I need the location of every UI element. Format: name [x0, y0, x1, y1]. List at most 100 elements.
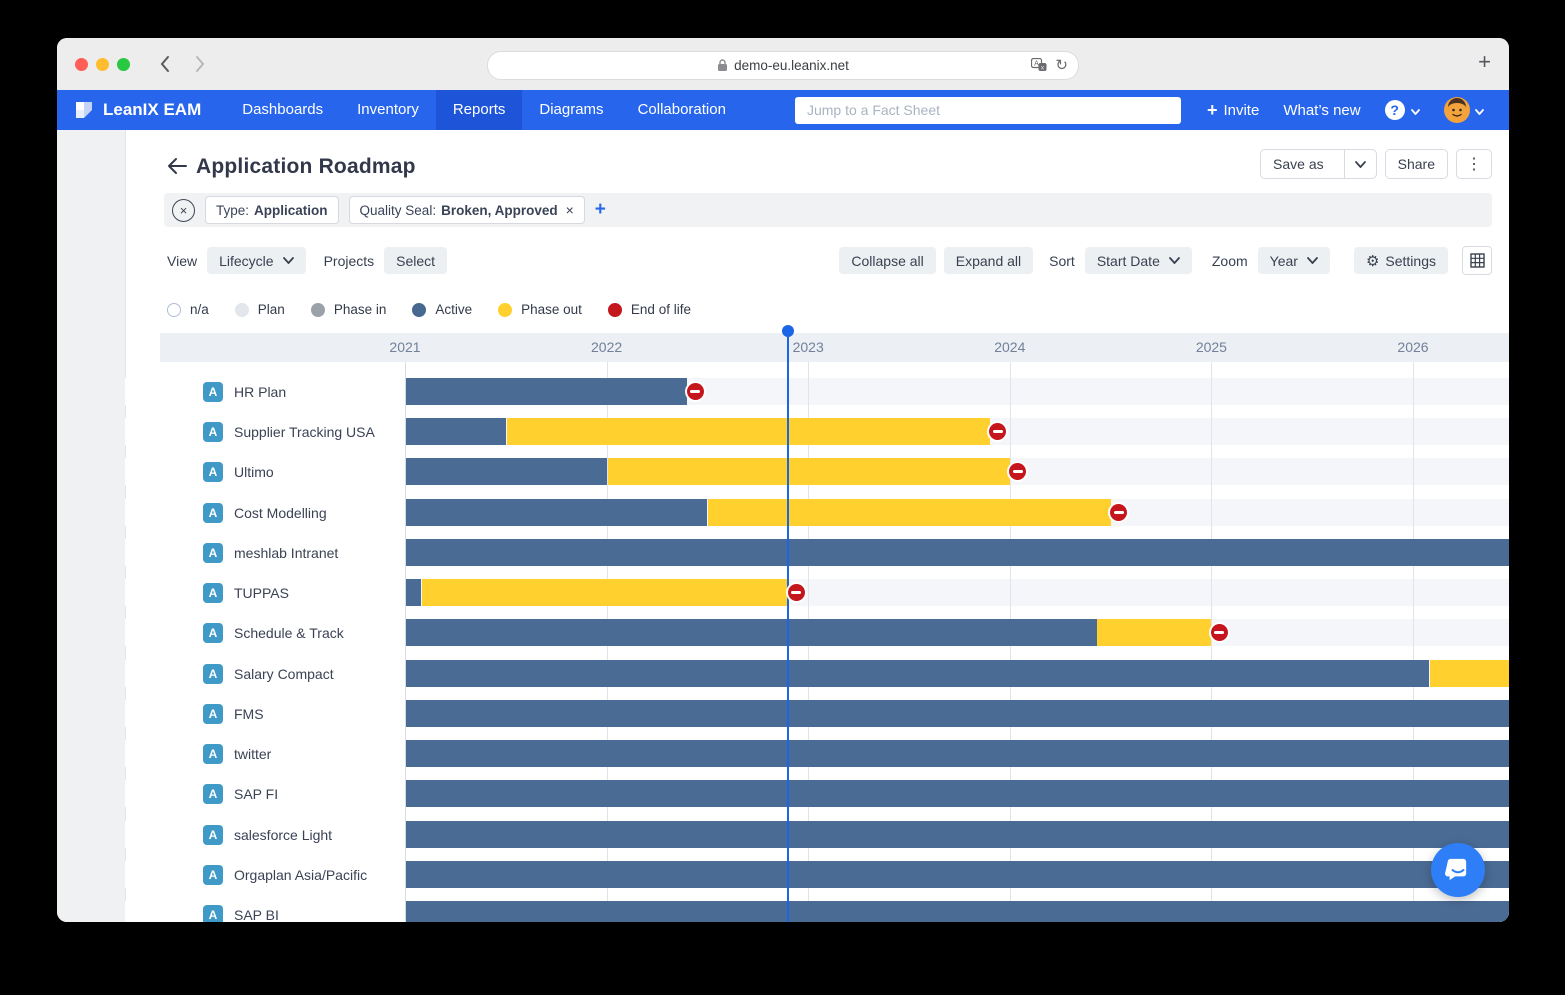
chip-name: Quality Seal: [359, 202, 437, 218]
remove-filter-icon[interactable]: × [565, 202, 574, 218]
new-tab-button[interactable]: + [1478, 49, 1491, 74]
lifecycle-bar-phaseOut[interactable] [506, 418, 990, 445]
collapse-all-button[interactable]: Collapse all [839, 247, 936, 274]
lifecycle-bar-phaseOut[interactable] [607, 458, 1010, 485]
lifecycle-bar-active[interactable] [406, 700, 1509, 727]
end-of-life-icon[interactable] [1210, 624, 1228, 641]
fact-sheet-row-label[interactable]: A FMS [125, 700, 405, 727]
lifecycle-bar-active[interactable] [406, 901, 1509, 922]
lifecycle-bar-active[interactable] [406, 660, 1430, 687]
clear-filters-button[interactable]: × [172, 198, 195, 222]
lifecycle-bar-active[interactable] [406, 619, 1097, 646]
whats-new-button[interactable]: What’s new [1283, 101, 1361, 119]
nav-item-diagrams[interactable]: Diagrams [539, 101, 604, 118]
lifecycle-bar-phaseOut[interactable] [708, 499, 1111, 526]
legend-item-phase-out: Phase out [498, 302, 582, 317]
expand-all-button[interactable]: Expand all [943, 247, 1034, 274]
share-button[interactable]: Share [1384, 149, 1448, 179]
lifecycle-bar-active[interactable] [406, 821, 1509, 848]
fact-sheet-row-label[interactable]: A Schedule & Track [125, 619, 405, 646]
application-badge: A [203, 622, 223, 643]
lifecycle-bar-active[interactable] [406, 861, 1509, 888]
fact-sheet-row-label[interactable]: A Supplier Tracking USA [125, 418, 405, 445]
fact-sheet-row-label[interactable]: A Cost Modelling [125, 499, 405, 526]
browser-back-icon[interactable] [158, 53, 172, 75]
lifecycle-bar-active[interactable] [406, 780, 1509, 807]
application-badge: A [203, 864, 223, 885]
year-tick-label: 2026 [1397, 339, 1429, 355]
legend-label: Phase in [333, 302, 387, 317]
reload-icon[interactable]: ↻ [1055, 57, 1068, 74]
lifecycle-bar-phaseOut[interactable] [1097, 619, 1212, 646]
today-line [787, 335, 790, 922]
lifecycle-bar-active[interactable] [406, 579, 422, 606]
lifecycle-bar-active[interactable] [406, 539, 1509, 566]
minus-icon [690, 390, 701, 394]
end-of-life-icon[interactable] [1009, 463, 1027, 480]
user-menu-button[interactable] [1443, 97, 1484, 123]
view-label: View [167, 252, 198, 269]
back-button[interactable] [167, 157, 187, 180]
end-of-life-icon[interactable] [686, 383, 704, 400]
save-as-button[interactable]: Save as [1260, 149, 1377, 179]
fact-sheet-row-label[interactable]: A Orgaplan Asia/Pacific [125, 861, 405, 888]
settings-button[interactable]: ⚙ Settings [1353, 247, 1448, 274]
page-title: Application Roadmap [196, 155, 416, 178]
year-tick-label: 2024 [994, 339, 1026, 355]
end-of-life-icon[interactable] [787, 584, 805, 601]
end-of-life-icon[interactable] [989, 423, 1007, 440]
traffic-light-close-button[interactable] [75, 58, 88, 71]
share-label: Share [1397, 156, 1435, 172]
lifecycle-bar-active[interactable] [406, 740, 1509, 767]
projects-select-button[interactable]: Select [384, 247, 448, 274]
fact-sheet-row-label[interactable]: A Ultimo [125, 458, 405, 485]
more-options-button[interactable]: ⋮ [1456, 149, 1492, 179]
gear-icon: ⚙ [1365, 252, 1380, 270]
invite-button[interactable]: + Invite [1207, 100, 1259, 121]
brand[interactable]: LeanIX EAM [73, 99, 201, 121]
chat-launcher-button[interactable] [1431, 843, 1485, 897]
zoom-select[interactable]: Year [1257, 247, 1330, 274]
fact-sheet-row-label[interactable]: A Salary Compact [125, 660, 405, 687]
view-select[interactable]: Lifecycle [207, 247, 306, 274]
add-filter-button[interactable]: + [594, 199, 606, 220]
year-tick-label: 2023 [792, 339, 824, 355]
filter-chip-type[interactable]: Type: Application [205, 196, 339, 224]
lifecycle-bar-phaseOut[interactable] [422, 579, 789, 606]
lifecycle-bar-active[interactable] [406, 378, 688, 405]
fact-sheet-search-input[interactable] [794, 96, 1181, 124]
filter-chip-quality-seal[interactable]: Quality Seal: Broken, Approved × [348, 196, 585, 224]
fact-sheet-row-label[interactable]: A HR Plan [125, 378, 405, 405]
save-as-dropdown[interactable] [1343, 150, 1376, 178]
nav-item-dashboards[interactable]: Dashboards [242, 101, 324, 118]
save-as-label[interactable]: Save as [1273, 156, 1324, 172]
fact-sheet-row-label[interactable]: A SAP FI [125, 780, 405, 807]
fact-sheet-row-label[interactable]: A SAP BI [125, 901, 405, 922]
traffic-light-minimize-button[interactable] [96, 58, 109, 71]
sort-value: Start Date [1096, 252, 1160, 269]
browser-forward-icon[interactable] [193, 53, 207, 75]
nav-item-reports[interactable]: Reports [435, 90, 523, 130]
lifecycle-bar-active[interactable] [406, 499, 708, 526]
application-badge: A [203, 421, 223, 442]
url-text: demo-eu.leanix.net [734, 58, 849, 73]
nav-item-collaboration[interactable]: Collaboration [637, 101, 726, 118]
minus-icon [1113, 511, 1124, 515]
chip-value: Application [254, 202, 328, 218]
lifecycle-bar-phaseOut[interactable] [1430, 660, 1509, 687]
sort-select[interactable]: Start Date [1084, 247, 1192, 274]
traffic-light-zoom-button[interactable] [117, 58, 130, 71]
nav-item-inventory[interactable]: Inventory [357, 101, 419, 118]
fact-sheet-row-label[interactable]: A TUPPAS [125, 579, 405, 606]
table-view-button[interactable] [1462, 246, 1492, 275]
fact-sheet-name: SAP BI [234, 906, 279, 923]
lifecycle-bar-active[interactable] [406, 458, 607, 485]
end-of-life-icon[interactable] [1110, 504, 1128, 521]
lifecycle-bar-active[interactable] [406, 418, 506, 445]
help-menu-button[interactable]: ? [1384, 100, 1420, 120]
